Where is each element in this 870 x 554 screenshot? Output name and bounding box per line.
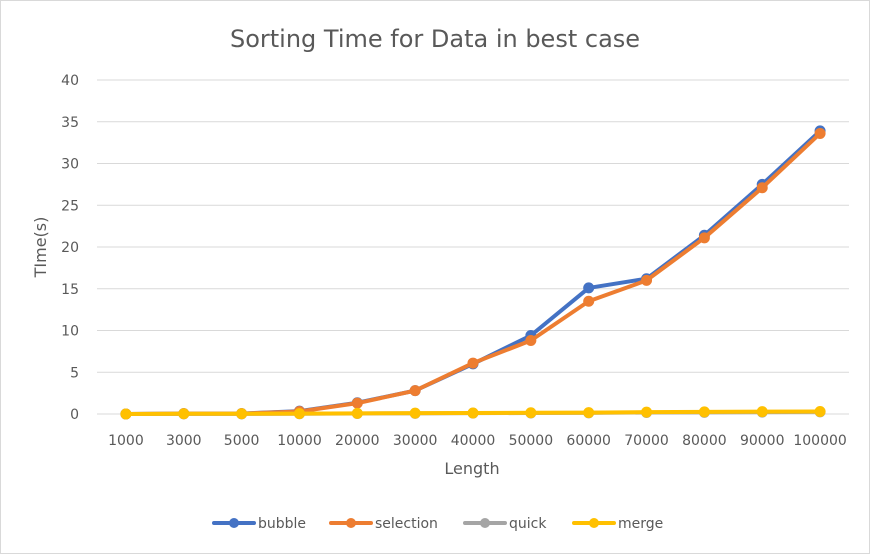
data-point-merge: [525, 407, 537, 419]
x-tick-label: 3000: [166, 433, 202, 449]
legend-item-selection: selection: [329, 516, 438, 532]
y-tick-label: 40: [61, 73, 79, 89]
y-tick-label: 20: [61, 240, 79, 256]
series-merge: [120, 405, 826, 420]
x-tick-label: 60000: [566, 433, 611, 449]
data-point-merge: [698, 406, 710, 418]
data-point-bubble: [583, 282, 595, 294]
data-point-merge: [409, 407, 421, 419]
legend-label: quick: [509, 516, 547, 532]
legend-label: selection: [375, 516, 438, 532]
y-tick-label: 5: [70, 365, 79, 381]
y-tick-label: 0: [70, 407, 79, 423]
legend-swatch-marker: [229, 518, 239, 528]
legend-swatch-marker: [589, 518, 599, 528]
chart-title: Sorting Time for Data in best case: [230, 25, 640, 53]
legend-swatch-marker: [480, 518, 490, 528]
data-point-merge: [120, 408, 132, 420]
x-tick-label: 100000: [793, 433, 846, 449]
data-point-selection: [409, 385, 421, 397]
data-point-merge: [467, 407, 479, 419]
data-point-selection: [814, 127, 826, 139]
data-point-selection: [698, 232, 710, 244]
y-tick-label: 25: [61, 198, 79, 214]
data-point-selection: [525, 335, 537, 347]
data-point-selection: [467, 357, 479, 369]
y-axis-title: TIme(s): [31, 217, 50, 279]
legend-item-quick: quick: [463, 516, 547, 532]
series-bubble: [120, 125, 826, 420]
x-tick-label: 5000: [224, 433, 260, 449]
data-point-selection: [583, 295, 595, 307]
data-point-merge: [178, 408, 190, 420]
x-tick-label: 80000: [682, 433, 727, 449]
legend-item-merge: merge: [572, 516, 663, 532]
legend: bubble selection quick merge: [212, 516, 663, 532]
legend-label: merge: [618, 516, 663, 532]
x-tick-label: 30000: [393, 433, 438, 449]
x-tick-label: 70000: [624, 433, 669, 449]
y-tick-label: 15: [61, 282, 79, 298]
x-axis-ticks: 1000 3000 5000 10000 20000 30000 40000 50000 600…: [108, 433, 847, 449]
data-point-merge: [583, 407, 595, 419]
legend-item-bubble: bubble: [212, 516, 306, 532]
gridlines: [97, 79, 849, 415]
data-point-merge: [293, 408, 305, 420]
data-point-merge: [814, 405, 826, 417]
y-tick-label: 30: [61, 157, 79, 173]
data-point-merge: [756, 406, 768, 418]
data-point-merge: [351, 407, 363, 419]
x-tick-label: 10000: [277, 433, 322, 449]
x-tick-label: 20000: [335, 433, 380, 449]
x-tick-label: 50000: [509, 433, 554, 449]
data-point-merge: [641, 406, 653, 418]
y-tick-label: 35: [61, 115, 79, 131]
x-tick-label: 40000: [451, 433, 496, 449]
data-point-selection: [351, 397, 363, 409]
x-tick-label: 90000: [740, 433, 785, 449]
series-selection: [120, 127, 826, 420]
x-tick-label: 1000: [108, 433, 144, 449]
y-axis-ticks: 0 5 10 15 20 25 30 35 40: [61, 73, 79, 423]
data-point-selection: [756, 182, 768, 194]
series-lines: [120, 125, 826, 420]
legend-label: bubble: [258, 516, 306, 532]
data-point-selection: [641, 274, 653, 286]
x-axis-title: Length: [444, 459, 499, 478]
data-point-merge: [236, 408, 248, 420]
legend-swatch-marker: [346, 518, 356, 528]
y-tick-label: 10: [61, 324, 79, 340]
series-line-bubble: [123, 128, 823, 416]
